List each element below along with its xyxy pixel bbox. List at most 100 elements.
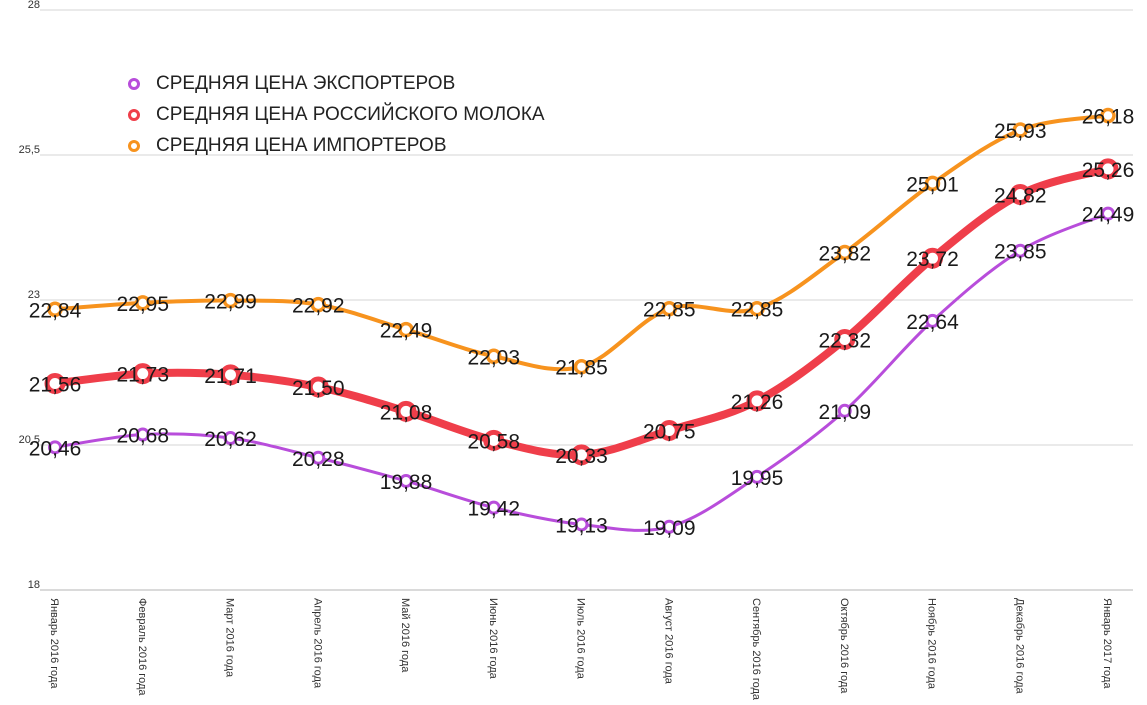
- legend-item-russian-milk: СРЕДНЯЯ ЦЕНА РОССИЙСКОГО МОЛОКА: [128, 99, 545, 130]
- data-point-russian-milk: [395, 400, 417, 422]
- x-tick-label: Март 2016 года: [224, 598, 236, 678]
- data-label-russian-milk: 20,58: [467, 430, 520, 453]
- series-points: [44, 107, 1119, 534]
- data-label-russian-milk: 21,56: [29, 374, 82, 397]
- legend-label-importers: СРЕДНЯЯ ЦЕНА ИМПОРТЕРОВ: [156, 134, 447, 156]
- data-label-exporters: 24,49: [1082, 204, 1135, 227]
- data-point-russian-milk: [834, 328, 856, 350]
- data-point-exporters: [925, 313, 940, 328]
- data-label-exporters: 19,88: [380, 471, 433, 494]
- data-label-importers: 21,85: [555, 357, 608, 380]
- x-tick-label: Январь 2016 года: [48, 598, 60, 689]
- data-label-russian-milk: 22,32: [818, 329, 871, 352]
- data-point-importers: [135, 295, 151, 311]
- data-label-russian-milk: 20,33: [555, 445, 608, 468]
- data-label-russian-milk: 25,26: [1082, 159, 1135, 182]
- y-tick-label: 20,5: [19, 434, 40, 446]
- data-point-russian-milk: [658, 420, 680, 441]
- data-label-importers: 22,03: [467, 346, 520, 369]
- y-axis-ticks: 18 20,5 23 25,5 28: [19, 0, 40, 591]
- data-label-exporters: 19,13: [555, 514, 608, 537]
- data-point-russian-milk: [132, 363, 154, 385]
- data-point-importers: [924, 175, 941, 192]
- data-point-importers: [310, 296, 326, 313]
- data-label-importers: 25,93: [994, 120, 1047, 143]
- x-tick-label: Январь 2017 года: [1101, 598, 1113, 689]
- data-labels: 20,46 20,68 20,62 20,28 19,88 19,42 19,13 19,09…: [29, 106, 1135, 540]
- x-tick-label: Май 2016 года: [399, 598, 411, 673]
- data-point-russian-milk: [746, 390, 768, 412]
- legend-marker-russian-milk: [128, 108, 140, 121]
- legend-label-exporters: СРЕДНЯЯ ЦЕНА ЭКСПОРТЕРОВ: [156, 72, 456, 94]
- data-label-importers: 22,99: [204, 291, 257, 314]
- data-point-russian-milk: [220, 364, 241, 386]
- data-point-importers: [837, 244, 853, 261]
- data-label-russian-milk: 21,50: [292, 377, 345, 400]
- data-label-exporters: 20,46: [29, 437, 82, 460]
- data-point-exporters: [662, 519, 677, 534]
- data-point-importers: [1012, 122, 1028, 138]
- x-tick-label: Апрель 2016 года: [311, 598, 323, 689]
- x-axis-ticks: Январь 2016 года Февраль 2016 года Март 20…: [48, 598, 1113, 701]
- data-label-exporters: 23,85: [994, 241, 1047, 264]
- x-tick-label: Декабрь 2016 года: [1013, 598, 1025, 695]
- data-point-exporters: [48, 440, 62, 455]
- data-point-importers: [1100, 107, 1116, 124]
- data-label-exporters: 20,62: [204, 428, 257, 451]
- data-point-exporters: [486, 500, 501, 515]
- data-point-russian-milk: [922, 247, 943, 269]
- data-point-exporters: [1013, 243, 1028, 258]
- data-label-importers: 25,01: [906, 173, 959, 196]
- data-label-exporters: 21,09: [818, 401, 871, 424]
- data-label-importers: 22,95: [116, 293, 169, 316]
- data-label-russian-milk: 21,26: [731, 391, 784, 414]
- data-point-russian-milk: [1097, 158, 1119, 180]
- data-label-russian-milk: 21,71: [204, 365, 257, 388]
- data-point-exporters: [574, 517, 589, 532]
- x-tick-label: Июнь 2016 года: [487, 598, 499, 680]
- data-label-importers: 26,18: [1082, 106, 1135, 129]
- legend-marker-importers: [128, 139, 140, 152]
- x-tick-label: Февраль 2016 года: [136, 598, 148, 696]
- data-point-exporters: [837, 403, 852, 418]
- data-label-exporters: 19,42: [467, 498, 520, 521]
- data-point-russian-milk: [483, 429, 505, 451]
- data-label-exporters: 19,09: [643, 517, 696, 540]
- y-tick-label: 18: [28, 579, 40, 591]
- data-label-exporters: 20,28: [292, 448, 345, 471]
- legend: СРЕДНЯЯ ЦЕНА ЭКСПОРТЕРОВ СРЕДНЯЯ ЦЕНА РО…: [128, 68, 545, 161]
- data-point-exporters: [135, 427, 150, 442]
- data-point-russian-milk: [1009, 183, 1031, 205]
- legend-label-russian-milk: СРЕДНЯЯ ЦЕНА РОССИЙСКОГО МОЛОКА: [156, 103, 545, 125]
- data-point-importers: [486, 348, 502, 365]
- data-label-exporters: 22,64: [906, 311, 959, 334]
- data-label-importers: 23,82: [818, 242, 871, 265]
- data-label-russian-milk: 20,75: [643, 421, 696, 444]
- y-tick-label: 23: [28, 289, 40, 301]
- data-point-russian-milk: [44, 373, 66, 395]
- data-point-exporters: [1101, 206, 1115, 221]
- legend-item-importers: СРЕДНЯЯ ЦЕНА ИМПОРТЕРОВ: [128, 130, 545, 161]
- legend-marker-exporters: [128, 77, 140, 90]
- data-label-russian-milk: 24,82: [994, 184, 1047, 207]
- data-point-importers: [47, 301, 63, 318]
- data-label-exporters: 20,68: [116, 425, 169, 448]
- data-point-exporters: [311, 450, 326, 465]
- data-point-exporters: [750, 469, 764, 484]
- y-tick-label: 25,5: [19, 144, 40, 156]
- data-label-importers: 22,84: [29, 299, 82, 322]
- data-point-russian-milk: [307, 376, 329, 398]
- data-label-russian-milk: 21,73: [116, 364, 169, 387]
- x-tick-label: Октябрь 2016 года: [838, 598, 850, 694]
- data-label-russian-milk: 21,08: [380, 401, 433, 424]
- y-tick-label: 28: [28, 0, 40, 11]
- x-tick-label: Сентябрь 2016 года: [750, 598, 762, 701]
- legend-item-exporters: СРЕДНЯЯ ЦЕНА ЭКСПОРТЕРОВ: [128, 68, 545, 99]
- data-point-russian-milk: [571, 444, 592, 466]
- data-label-importers: 22,85: [643, 299, 696, 322]
- x-tick-label: Июль 2016 года: [575, 598, 587, 680]
- data-label-importers: 22,92: [292, 295, 345, 318]
- x-tick-label: Август 2016 года: [662, 598, 674, 685]
- data-label-exporters: 19,95: [731, 467, 784, 490]
